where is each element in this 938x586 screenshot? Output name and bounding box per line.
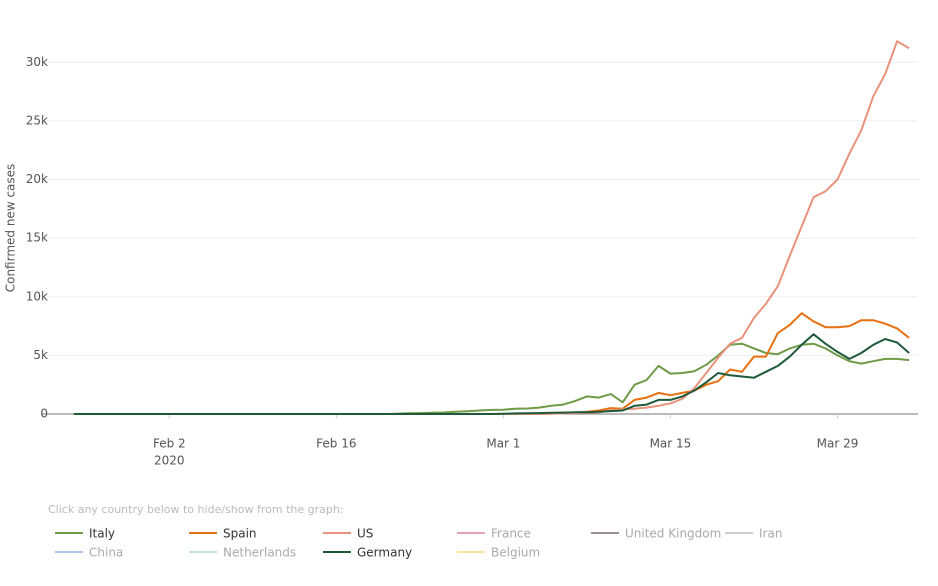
legend-label: Spain xyxy=(223,527,257,541)
y-tick-label: 0 xyxy=(40,407,48,421)
y-axis-label: Confirmed new cases xyxy=(4,164,18,293)
legend-item[interactable]: Spain xyxy=(189,527,257,541)
legend-item[interactable]: Belgium xyxy=(457,546,540,560)
legend-item[interactable]: Italy xyxy=(55,527,115,541)
x-year-label: 2020 xyxy=(154,454,185,468)
legend-label: Netherlands xyxy=(223,546,296,560)
legend-label: China xyxy=(89,546,123,560)
legend-label: Germany xyxy=(357,546,412,560)
x-tick-label: Mar 15 xyxy=(650,437,692,451)
y-tick-label: 5k xyxy=(33,348,48,362)
y-tick-label: 30k xyxy=(26,55,48,69)
legend-label: Iran xyxy=(759,527,782,541)
series-line xyxy=(73,333,910,415)
x-tick-label: Mar 1 xyxy=(486,437,520,451)
legend-item[interactable]: Iran xyxy=(725,527,782,541)
legend-item[interactable]: France xyxy=(457,527,531,541)
legend-label: Belgium xyxy=(491,546,540,560)
legend-label: Italy xyxy=(89,527,115,541)
x-tick-label: Mar 29 xyxy=(817,437,859,451)
legend-item[interactable]: Germany xyxy=(323,546,412,560)
series-line xyxy=(73,342,910,415)
legend-item[interactable]: Netherlands xyxy=(189,546,296,560)
y-tick-label: 20k xyxy=(26,172,48,186)
y-tick-label: 10k xyxy=(26,289,48,303)
legend-hint: Click any country below to hide/show fro… xyxy=(48,503,344,516)
y-tick-label: 25k xyxy=(26,113,48,127)
x-tick-label: Feb 16 xyxy=(316,437,356,451)
legend-label: United Kingdom xyxy=(625,527,721,541)
legend-item[interactable]: China xyxy=(55,546,123,560)
y-tick-label: 15k xyxy=(26,231,48,245)
x-tick-label: Feb 2 xyxy=(153,437,186,451)
legend-label: US xyxy=(357,527,373,541)
legend-item[interactable]: United Kingdom xyxy=(591,527,721,541)
series-line xyxy=(73,312,910,415)
legend-label: France xyxy=(491,527,531,541)
series-line xyxy=(73,40,910,415)
legend-item[interactable]: US xyxy=(323,527,373,541)
